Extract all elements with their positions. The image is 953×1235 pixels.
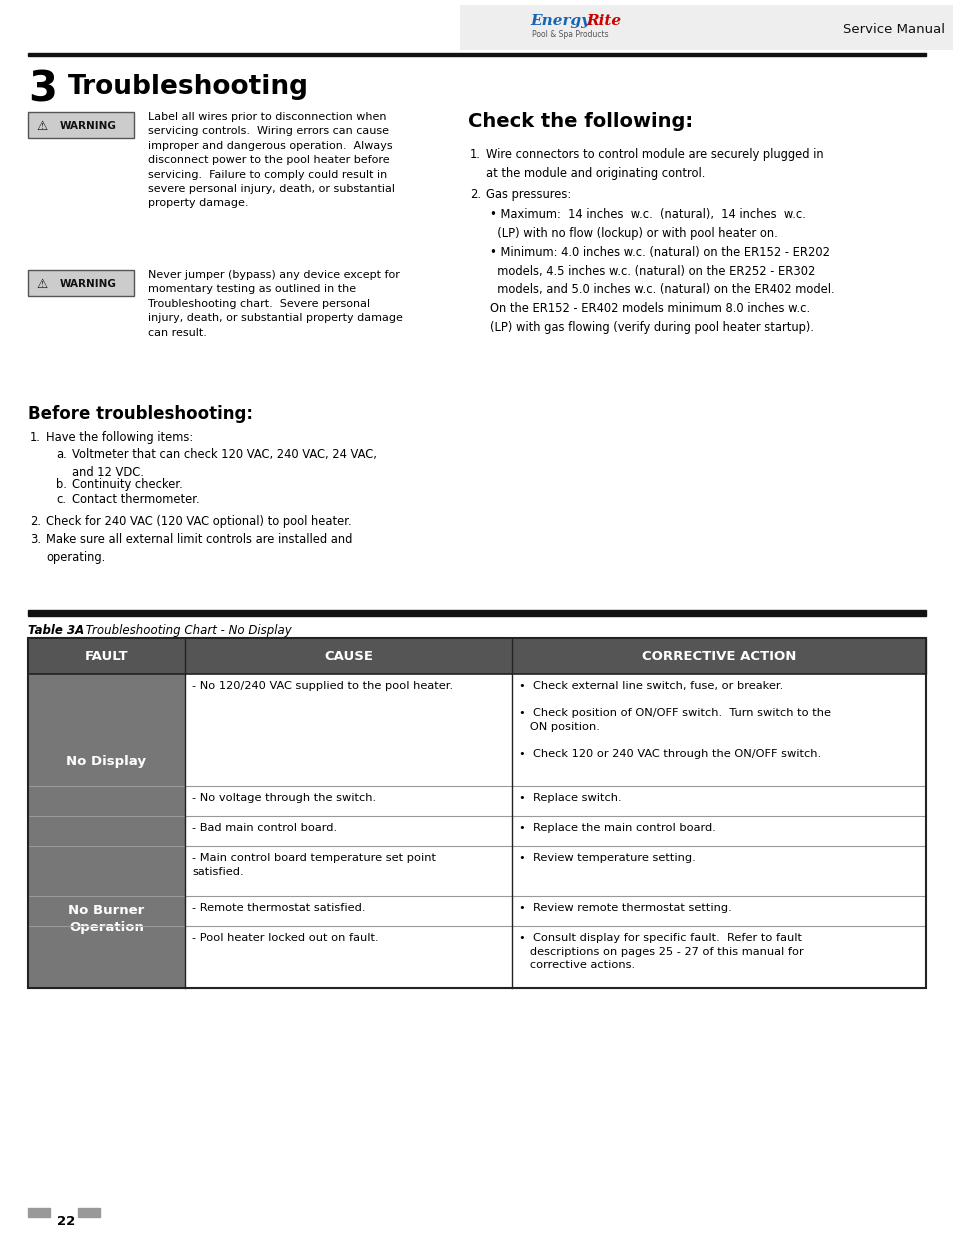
Text: • Minimum: 4.0 inches w.c. (natural) on the ER152 - ER202
  models, 4.5 inches w: • Minimum: 4.0 inches w.c. (natural) on … — [490, 246, 834, 296]
Text: Never jumper (bypass) any device except for
momentary testing as outlined in the: Never jumper (bypass) any device except … — [148, 270, 402, 337]
Text: Voltmeter that can check 120 VAC, 240 VAC, 24 VAC,
and 12 VDC.: Voltmeter that can check 120 VAC, 240 VA… — [71, 448, 376, 479]
Text: Continuity checker.: Continuity checker. — [71, 478, 183, 492]
Text: Pool & Spa Products: Pool & Spa Products — [532, 30, 608, 40]
Bar — [185, 897, 925, 926]
Bar — [28, 53, 925, 56]
Text: Check for 240 VAC (120 VAC optional) to pool heater.: Check for 240 VAC (120 VAC optional) to … — [46, 515, 352, 529]
Bar — [28, 270, 133, 296]
Text: ⚠: ⚠ — [36, 120, 48, 132]
Bar — [28, 610, 925, 616]
Bar — [185, 846, 925, 897]
Text: a.: a. — [56, 448, 67, 461]
Text: Table 3A: Table 3A — [28, 624, 84, 637]
Text: •  Consult display for specific fault.  Refer to fault
   descriptions on pages : • Consult display for specific fault. Re… — [518, 932, 803, 971]
Bar — [78, 1208, 100, 1216]
Text: •  Replace the main control board.: • Replace the main control board. — [518, 823, 715, 832]
Text: •  Check external line switch, fuse, or breaker.

•  Check position of ON/OFF sw: • Check external line switch, fuse, or b… — [518, 680, 830, 760]
Text: •  Review temperature setting.: • Review temperature setting. — [518, 853, 695, 863]
Text: Make sure all external limit controls are installed and
operating.: Make sure all external limit controls ar… — [46, 534, 352, 564]
Text: - No 120/240 VAC supplied to the pool heater.: - No 120/240 VAC supplied to the pool he… — [192, 680, 453, 692]
Text: - No voltage through the switch.: - No voltage through the switch. — [192, 793, 375, 803]
Text: b.: b. — [56, 478, 67, 492]
Bar — [459, 5, 953, 49]
Text: •  Review remote thermostat setting.: • Review remote thermostat setting. — [518, 903, 731, 913]
Text: WARNING: WARNING — [59, 279, 116, 289]
Text: CAUSE: CAUSE — [324, 651, 373, 663]
Text: Before troubleshooting:: Before troubleshooting: — [28, 405, 253, 424]
Text: - Remote thermostat satisfied.: - Remote thermostat satisfied. — [192, 903, 365, 913]
Bar — [28, 112, 133, 138]
Text: c.: c. — [56, 493, 66, 506]
Text: 3.: 3. — [30, 534, 41, 546]
Text: Gas pressures:: Gas pressures: — [485, 188, 571, 201]
Bar — [185, 785, 925, 816]
Text: Label all wires prior to disconnection when
servicing controls.  Wiring errors c: Label all wires prior to disconnection w… — [148, 112, 395, 209]
Bar — [28, 1208, 50, 1216]
Text: • Maximum:  14 inches  w.c.  (natural),  14 inches  w.c.
  (LP) with no flow (lo: • Maximum: 14 inches w.c. (natural), 14 … — [490, 207, 805, 240]
Bar — [28, 270, 133, 296]
Bar — [28, 846, 185, 988]
Text: No Burner
Operation: No Burner Operation — [69, 904, 145, 934]
Bar — [28, 638, 925, 988]
Text: FAULT: FAULT — [85, 651, 128, 663]
Text: ⚠: ⚠ — [36, 278, 48, 290]
Text: WARNING: WARNING — [59, 121, 116, 131]
Text: •  Replace switch.: • Replace switch. — [518, 793, 621, 803]
Text: - Pool heater locked out on fault.: - Pool heater locked out on fault. — [192, 932, 378, 944]
Text: Rite: Rite — [585, 14, 620, 28]
Bar — [28, 112, 133, 138]
Text: 3: 3 — [28, 68, 57, 110]
Text: On the ER152 - ER402 models minimum 8.0 inches w.c.
(LP) with gas flowing (verif: On the ER152 - ER402 models minimum 8.0 … — [490, 303, 813, 333]
Text: 1.: 1. — [470, 148, 480, 161]
Bar — [185, 674, 925, 785]
Text: Energy: Energy — [530, 14, 589, 28]
Text: Contact thermometer.: Contact thermometer. — [71, 493, 199, 506]
Text: No Display: No Display — [67, 756, 147, 768]
Text: 2.: 2. — [470, 188, 480, 201]
Text: CORRECTIVE ACTION: CORRECTIVE ACTION — [641, 651, 796, 663]
Bar — [28, 674, 185, 846]
Bar — [185, 926, 925, 988]
Text: Troubleshooting Chart - No Display: Troubleshooting Chart - No Display — [82, 624, 292, 637]
Text: - Main control board temperature set point
satisfied.: - Main control board temperature set poi… — [192, 853, 436, 877]
Text: Service Manual: Service Manual — [842, 23, 944, 36]
Bar — [28, 638, 925, 674]
Text: Wire connectors to control module are securely plugged in
at the module and orig: Wire connectors to control module are se… — [485, 148, 822, 179]
Bar — [185, 816, 925, 846]
Text: - Bad main control board.: - Bad main control board. — [192, 823, 336, 832]
Text: Have the following items:: Have the following items: — [46, 431, 193, 445]
Text: 1.: 1. — [30, 431, 41, 445]
Text: 2.: 2. — [30, 515, 41, 529]
Text: 22: 22 — [57, 1215, 75, 1228]
Text: Troubleshooting: Troubleshooting — [68, 74, 309, 100]
Text: Check the following:: Check the following: — [468, 112, 693, 131]
